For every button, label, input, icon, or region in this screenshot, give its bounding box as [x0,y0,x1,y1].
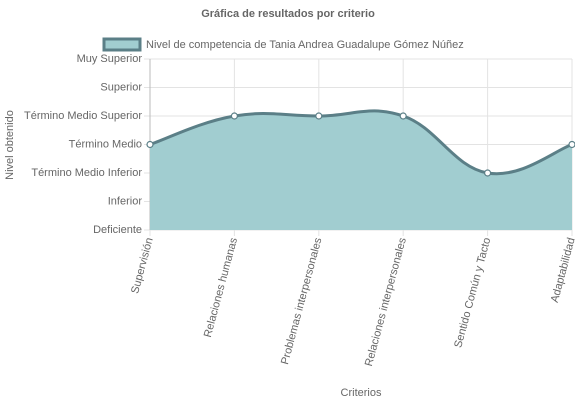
line [149,109,573,176]
x-tick-label: Adaptabilidad [549,236,575,304]
point [484,169,492,177]
legend-label: Nivel de competencia de Tania Andrea Gua… [146,39,464,51]
y-tick-label: Término Medio Inferior [31,167,142,179]
x-tick-label: Supervisión [129,236,155,295]
point [568,140,575,149]
x-axis-label: Criterios [341,387,382,399]
y-tick-label: Término Medio Superior [24,110,142,122]
x-tick-label: Relaciones interpersonales [363,236,409,368]
point [315,112,323,120]
point [399,112,407,120]
x-tick-label: Relaciones humanas [202,236,240,339]
y-tick-label: Muy Superior [77,53,143,65]
area [150,110,572,230]
y-tick-label: Término Medio [69,138,142,150]
y-axis-label: Nivel obtenido [4,110,16,180]
y-tick-label: Deficiente [93,224,142,236]
point [230,112,238,120]
y-tick-label: Inferior [108,195,143,207]
chart-title: Gráfica de resultados por criterio [201,8,375,20]
x-tick-label: Sentido Común y Tacto [452,236,493,349]
y-tick-label: Superior [100,81,142,93]
x-tick-label: Problemas interpersonales [279,236,325,366]
legend-swatch [102,37,142,52]
point [146,140,154,149]
